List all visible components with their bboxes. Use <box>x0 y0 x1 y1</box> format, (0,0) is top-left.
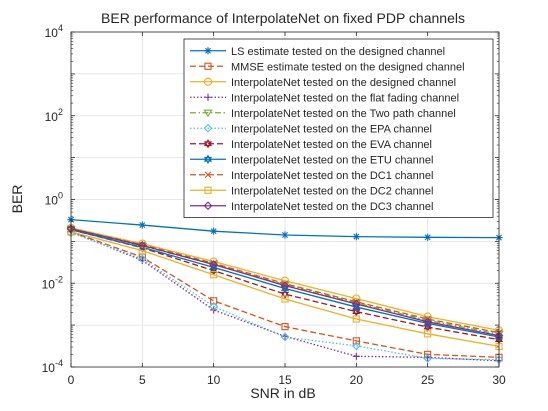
legend-entry: InterpolateNet tested on the flat fading… <box>190 92 459 104</box>
data-point <box>280 281 290 290</box>
data-point <box>352 352 360 360</box>
data-point <box>352 315 360 323</box>
data-point <box>138 221 146 229</box>
x-tick-label: 25 <box>421 373 435 387</box>
legend-label: LS estimate tested on the designed chann… <box>231 46 445 58</box>
legend-entry: InterpolateNet tested on the DC2 channel <box>190 185 433 197</box>
data-point <box>423 354 433 363</box>
series-layer <box>66 216 504 365</box>
legend-entry: InterpolateNet tested on the EVA channel <box>190 139 432 151</box>
legend-entry: MMSE estimate tested on the designed cha… <box>190 61 465 73</box>
legend-entry: InterpolateNet tested on the designed ch… <box>190 77 456 89</box>
data-point <box>209 260 219 269</box>
x-tick-label: 0 <box>68 373 75 387</box>
legend: LS estimate tested on the designed chann… <box>183 38 494 218</box>
data-point <box>204 186 212 194</box>
legend-entry: LS estimate tested on the designed chann… <box>190 46 445 58</box>
data-point <box>424 233 432 241</box>
legend-entry: InterpolateNet tested on the DC1 channel <box>190 170 433 182</box>
legend-label: InterpolateNet tested on the flat fading… <box>231 92 459 104</box>
data-point <box>352 233 360 241</box>
y-tick-label: 102 <box>45 107 63 124</box>
data-point <box>424 330 432 338</box>
legend-entry: InterpolateNet tested on the Two path ch… <box>190 108 456 120</box>
axes <box>70 31 500 368</box>
series-10 <box>67 228 503 351</box>
data-point <box>203 139 213 149</box>
legend-entry: InterpolateNet tested on the ETU channel <box>190 154 433 166</box>
legend-label: InterpolateNet tested on the DC3 channel <box>231 201 433 213</box>
legend-label: InterpolateNet tested on the ETU channel <box>231 154 433 166</box>
legend-entry: InterpolateNet tested on the DC3 channel <box>190 201 433 213</box>
data-point <box>281 295 289 303</box>
data-point <box>281 231 289 239</box>
tick-labels: 0 5 10 15 20 25 30 10-4 10-2 100 102 104 <box>42 23 506 387</box>
y-tick-label: 104 <box>45 23 63 40</box>
data-point <box>351 341 361 351</box>
legend-label: InterpolateNet tested on the EPA channel <box>231 123 432 135</box>
legend-entry: InterpolateNet tested on the EPA channel <box>190 123 432 135</box>
y-tick-label: 10-2 <box>42 274 63 291</box>
data-point <box>138 247 146 255</box>
y-tick-label: 10-4 <box>42 358 63 375</box>
legend-label: InterpolateNet tested on the designed ch… <box>231 77 456 89</box>
legend-label: MMSE estimate tested on the designed cha… <box>231 61 465 73</box>
data-point <box>209 302 219 311</box>
data-point <box>210 227 218 235</box>
data-point <box>203 109 213 118</box>
data-point <box>351 299 361 309</box>
legend-label: InterpolateNet tested on the EVA channel <box>231 139 432 151</box>
series-line <box>70 228 500 337</box>
chart-title: BER performance of InterpolateNet on fix… <box>101 10 465 26</box>
data-point <box>137 241 147 250</box>
data-point <box>204 93 212 101</box>
data-point <box>210 271 218 279</box>
y-tick-label: 100 <box>45 191 63 208</box>
legend-label: InterpolateNet tested on the DC1 channel <box>231 170 433 182</box>
data-point <box>204 47 212 55</box>
data-point <box>203 123 213 133</box>
data-point <box>281 323 289 331</box>
legend-label: InterpolateNet tested on the DC2 channel <box>231 185 433 197</box>
x-tick-label: 10 <box>207 373 221 387</box>
y-axis-label: BER <box>9 185 25 214</box>
x-tick-label: 5 <box>139 373 146 387</box>
series-line <box>70 232 500 361</box>
data-point <box>352 337 360 345</box>
data-point <box>280 332 290 342</box>
data-point <box>203 154 213 164</box>
data-point <box>204 62 212 70</box>
legend-box <box>183 38 494 218</box>
data-point <box>137 254 147 264</box>
x-axis-label: SNR in dB <box>250 385 315 401</box>
series-line <box>70 231 500 348</box>
x-tick-label: 20 <box>350 373 364 387</box>
x-tick-label: 30 <box>492 373 506 387</box>
data-point <box>210 297 218 305</box>
data-point <box>423 317 433 327</box>
legend-label: InterpolateNet tested on the Two path ch… <box>231 108 456 120</box>
x-tick-label: 15 <box>278 373 292 387</box>
data-point <box>203 77 213 86</box>
data-point <box>204 171 212 179</box>
data-point <box>203 201 213 211</box>
